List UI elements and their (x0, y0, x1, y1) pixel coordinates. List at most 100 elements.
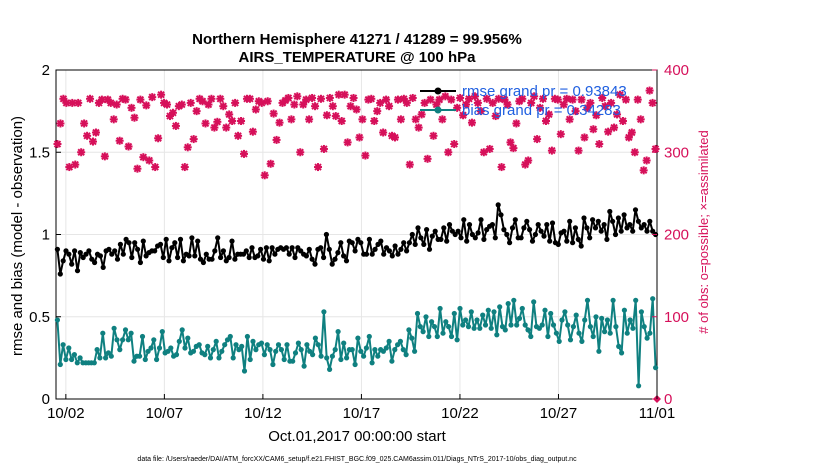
legend: rmse grand pr = 0.93843 bias grand pr = … (420, 83, 627, 119)
obs-assimilated-marker (509, 144, 518, 153)
obs-assimilated-marker (470, 92, 479, 101)
bias-point (417, 324, 423, 330)
bias-point (196, 342, 202, 348)
obs-assimilated-marker (257, 98, 266, 107)
obs-assimilated-marker (302, 95, 311, 104)
rmse-point (635, 218, 642, 224)
rmse-point (363, 251, 370, 257)
obs-assimilated-marker (577, 95, 586, 104)
obs-assimilated-marker (438, 115, 447, 124)
obs-assimilated-marker (382, 95, 391, 104)
rmse-point (186, 253, 192, 259)
obs-assimilated-marker (583, 103, 592, 112)
bias-point (389, 358, 395, 364)
rmse-point (215, 235, 221, 241)
obs-assimilated-marker (467, 118, 476, 127)
rmse-point (532, 231, 539, 238)
bias-point (573, 312, 579, 318)
bias-point (275, 342, 282, 348)
rmse-point (263, 245, 269, 251)
bias-point (207, 355, 214, 361)
rmse-point (509, 225, 516, 231)
obs-assimilated-marker (189, 135, 198, 144)
obs-assimilated-marker (225, 110, 234, 119)
rmse-point (458, 235, 464, 241)
rmse-point (249, 245, 255, 251)
obs-assimilated-marker (618, 116, 627, 125)
bias-point (400, 347, 406, 353)
obs-assimilated-marker (219, 102, 228, 111)
rmse-point (549, 220, 556, 226)
rmse-point (555, 241, 561, 247)
bias-point (54, 317, 61, 323)
rmse-point (286, 251, 292, 257)
obs-assimilated-marker (444, 148, 453, 157)
obs-assimilated-marker (171, 121, 180, 130)
rmse-point (567, 218, 573, 224)
obs-assimilated-marker (473, 98, 482, 107)
obs-assimilated-marker (56, 119, 65, 128)
obs-assimilated-marker (80, 119, 89, 128)
rmse-point (564, 238, 570, 244)
bias-point (304, 342, 310, 348)
bias-point (528, 333, 534, 340)
x-tick-label: 10/27 (540, 405, 578, 422)
chart-title-line1: Northern Hemisphere 41271 / 41289 = 99.9… (192, 31, 522, 48)
rmse-point (160, 254, 166, 261)
obs-assimilated-marker (580, 133, 589, 142)
rmse-point (332, 256, 338, 262)
rmse-point (175, 254, 181, 261)
rmse-point (561, 228, 567, 234)
bias-point (338, 356, 344, 363)
bias-point (185, 335, 191, 341)
rmse-point (172, 240, 178, 246)
bias-point (298, 347, 304, 353)
bias-point (290, 358, 296, 364)
obs-assimilated-marker (343, 138, 352, 147)
bias-point (426, 333, 432, 340)
obs-assimilated-marker (168, 108, 177, 117)
obs-assimilated-marker (207, 94, 216, 103)
obs-assimilated-marker (115, 136, 124, 145)
bias-point (202, 352, 208, 358)
bias-point (267, 347, 273, 353)
rmse-point (527, 227, 533, 233)
bias-point (63, 356, 69, 363)
obs-assimilated-marker (86, 94, 95, 103)
obs-assimilated-marker (266, 159, 275, 168)
rmse-point (444, 238, 450, 244)
rmse-point (66, 251, 72, 257)
bias-point (562, 309, 568, 315)
rmse-point (166, 258, 172, 264)
rmse-point (192, 253, 198, 259)
bias-point (582, 317, 588, 323)
bias-point (485, 307, 491, 313)
rmse-point (478, 217, 484, 223)
rmse-point (521, 225, 527, 231)
bias-point (125, 337, 131, 343)
legend-bias-label: bias grand pr = 0.34283 (462, 102, 621, 119)
obs-assimilated-marker (373, 107, 382, 116)
obs-assimilated-marker (112, 100, 121, 109)
rmse-point (404, 248, 410, 254)
bias-point (227, 333, 233, 340)
bias-point (352, 361, 358, 368)
bias-point (156, 345, 163, 351)
bias-point (596, 348, 602, 354)
bias-point (310, 352, 316, 358)
rmse-point (610, 218, 616, 224)
bias-point (553, 330, 560, 336)
rmse-point (140, 238, 146, 244)
rmse-point (132, 240, 138, 246)
rmse-point (541, 233, 547, 239)
rmse-point (226, 254, 232, 261)
bias-point (361, 353, 367, 359)
bias-point (148, 345, 154, 351)
bias-point (111, 325, 117, 331)
rmse-point (309, 256, 315, 262)
obs-assimilated-marker (429, 131, 438, 140)
obs-assimilated-marker (621, 95, 630, 104)
obs-assimilated-marker (465, 94, 474, 103)
rmse-point (475, 230, 481, 236)
obs-assimilated-marker (314, 163, 323, 172)
